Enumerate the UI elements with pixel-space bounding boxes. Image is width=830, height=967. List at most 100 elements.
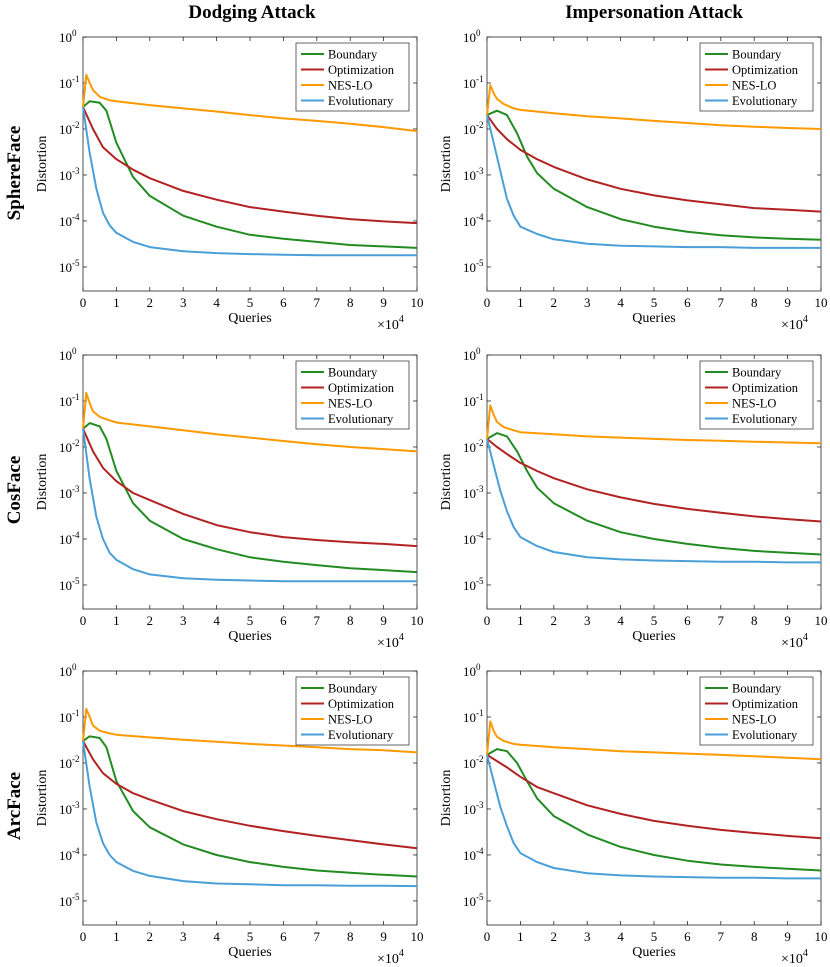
x-tick-label: 3 bbox=[180, 613, 187, 628]
legend-entry: Optimization bbox=[328, 697, 395, 711]
x-tick-label: 1 bbox=[517, 613, 524, 628]
y-tick-exponent: 0 bbox=[476, 662, 481, 672]
y-tick-exponent: 0 bbox=[72, 28, 77, 38]
x-exponent-power: 4 bbox=[399, 314, 404, 325]
legend-entry: Boundary bbox=[328, 682, 378, 696]
legend-entry: NES-LO bbox=[328, 713, 372, 727]
y-tick-exponent: -3 bbox=[476, 800, 484, 810]
legend-entry: Evolutionary bbox=[328, 412, 394, 426]
y-tick-exponent: -1 bbox=[476, 74, 484, 84]
x-tick-label: 0 bbox=[484, 613, 491, 628]
x-tick-label: 4 bbox=[213, 613, 220, 628]
x-tick-label: 10 bbox=[411, 295, 424, 310]
x-tick-label: 6 bbox=[280, 613, 287, 628]
y-tick-exponent: -1 bbox=[72, 74, 80, 84]
legend-entry: NES-LO bbox=[732, 79, 776, 93]
y-tick-exponent: 0 bbox=[72, 346, 77, 356]
y-tick-exponent: -2 bbox=[72, 754, 80, 764]
chart-panel: 0 1 2 3 4 5 6 7 8 9 10 100 10-1 10-2 10-3 10-4 10-5 Queri… bbox=[35, 346, 424, 651]
x-tick-label: 0 bbox=[80, 929, 87, 944]
y-tick-exponent: -2 bbox=[476, 754, 484, 764]
x-tick-label: 7 bbox=[314, 613, 321, 628]
x-tick-label: 10 bbox=[815, 295, 828, 310]
x-tick-label: 2 bbox=[147, 929, 154, 944]
y-tick-label: 10-5 bbox=[463, 258, 484, 275]
x-tick-label: 4 bbox=[213, 929, 220, 944]
x-tick-label: 7 bbox=[718, 929, 725, 944]
y-tick-label: 10-4 bbox=[59, 212, 80, 229]
series-line-optimization bbox=[82, 106, 418, 225]
y-tick-exponent: -3 bbox=[72, 166, 80, 176]
legend-entry: Boundary bbox=[328, 48, 378, 62]
series-line-nes-lo bbox=[486, 404, 822, 445]
y-tick-exponent: -3 bbox=[72, 484, 80, 494]
x-tick-label: 1 bbox=[113, 295, 120, 310]
x-tick-label: 1 bbox=[517, 929, 524, 944]
x-tick-label: 5 bbox=[651, 929, 658, 944]
x-tick-label: 6 bbox=[280, 295, 287, 310]
chart-panel: 0 1 2 3 4 5 6 7 8 9 10 100 10-1 10-2 10-3 10-4 10-5 Queri… bbox=[35, 662, 424, 967]
y-tick-label: 10-1 bbox=[463, 74, 484, 91]
chart-panel: 0 1 2 3 4 5 6 7 8 9 10 100 10-1 10-2 10-3 10-4 10-5 Queri… bbox=[439, 346, 828, 651]
x-axis-label: Queries bbox=[228, 945, 272, 960]
y-tick-label: 10-5 bbox=[59, 258, 80, 275]
legend-entry: Boundary bbox=[732, 48, 782, 62]
y-tick-label: 10-5 bbox=[59, 576, 80, 593]
legend-entry: Evolutionary bbox=[732, 412, 798, 426]
x-exponent-label: ×104 bbox=[377, 314, 404, 333]
x-tick-label: 4 bbox=[213, 295, 220, 310]
y-tick-exponent: -4 bbox=[72, 212, 80, 222]
chart-panel: 0 1 2 3 4 5 6 7 8 9 10 100 10-1 10-2 10-3 10-4 10-5 Queri… bbox=[439, 28, 828, 333]
y-tick-exponent: -5 bbox=[72, 258, 80, 268]
y-tick-label: 100 bbox=[59, 28, 77, 45]
x-tick-label: 7 bbox=[718, 295, 725, 310]
x-tick-label: 0 bbox=[80, 295, 87, 310]
x-tick-label: 10 bbox=[411, 613, 424, 628]
x-tick-label: 10 bbox=[815, 613, 828, 628]
legend-entry: Evolutionary bbox=[328, 728, 394, 742]
x-tick-label: 5 bbox=[247, 929, 254, 944]
y-tick-label: 10-5 bbox=[463, 892, 484, 909]
x-tick-label: 1 bbox=[113, 929, 120, 944]
series-line-evolutionary bbox=[486, 438, 821, 564]
y-tick-exponent: -1 bbox=[476, 392, 484, 402]
x-axis-label: Queries bbox=[228, 311, 272, 326]
x-exponent-power: 4 bbox=[399, 632, 404, 643]
y-tick-exponent: 0 bbox=[72, 662, 77, 672]
x-axis-label: Queries bbox=[632, 945, 676, 960]
x-tick-label: 1 bbox=[113, 613, 120, 628]
x-exponent-label: ×104 bbox=[781, 948, 808, 967]
x-tick-label: 2 bbox=[147, 295, 154, 310]
y-tick-label: 10-1 bbox=[59, 708, 80, 725]
x-tick-label: 2 bbox=[551, 295, 558, 310]
y-tick-exponent: -4 bbox=[476, 212, 484, 222]
series-line-boundary bbox=[82, 100, 418, 249]
x-tick-label: 6 bbox=[684, 929, 691, 944]
y-tick-exponent: -4 bbox=[72, 530, 80, 540]
series-line-optimization bbox=[82, 740, 418, 850]
legend-entry: Evolutionary bbox=[732, 94, 798, 108]
x-tick-label: 9 bbox=[380, 929, 387, 944]
y-tick-label: 10-3 bbox=[59, 800, 80, 817]
x-tick-label: 10 bbox=[411, 929, 424, 944]
x-tick-label: 5 bbox=[651, 613, 658, 628]
legend-entry: Optimization bbox=[328, 63, 395, 77]
x-exponent-power: 4 bbox=[803, 314, 808, 325]
y-tick-label: 10-2 bbox=[463, 120, 484, 137]
series-line-evolutionary bbox=[82, 740, 418, 888]
x-tick-label: 9 bbox=[380, 613, 387, 628]
x-exponent-label: ×104 bbox=[781, 314, 808, 333]
series-line-boundary bbox=[82, 735, 418, 878]
x-tick-label: 10 bbox=[815, 929, 828, 944]
y-tick-label: 10-1 bbox=[463, 708, 484, 725]
x-exponent-power: 4 bbox=[803, 948, 808, 959]
series-line-optimization bbox=[486, 114, 822, 213]
y-tick-label: 100 bbox=[59, 662, 77, 679]
x-tick-label: 5 bbox=[247, 295, 254, 310]
y-tick-exponent: -4 bbox=[476, 846, 484, 856]
y-tick-label: 10-3 bbox=[463, 800, 484, 817]
x-tick-label: 3 bbox=[180, 929, 187, 944]
y-tick-exponent: -3 bbox=[476, 484, 484, 494]
y-tick-label: 10-2 bbox=[463, 438, 484, 455]
y-tick-label: 100 bbox=[463, 28, 481, 45]
